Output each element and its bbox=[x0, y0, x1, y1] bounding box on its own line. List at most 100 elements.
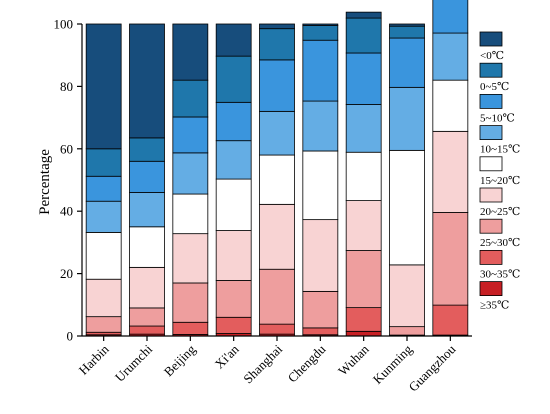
bar-segment-beijing-6 bbox=[172, 116, 209, 154]
y-axis-title: Percentage bbox=[37, 149, 53, 215]
bar-segment-shanghai-6 bbox=[259, 59, 295, 112]
legend-label: 25~30℃ bbox=[480, 237, 520, 249]
bar-group-chengdu bbox=[302, 23, 339, 337]
bar-segment-chengdu-4 bbox=[302, 150, 339, 221]
bar-segment-chengdu-8 bbox=[302, 23, 339, 26]
bar-segment-wuhan-8 bbox=[345, 11, 382, 19]
bar-segment-kunming-5 bbox=[389, 86, 425, 151]
bar-segment-guangzhou-6 bbox=[432, 0, 469, 34]
bar-segment-shanghai-5 bbox=[259, 110, 295, 156]
bar-segment-chengdu-6 bbox=[302, 39, 339, 102]
bar-segment-kunming-2 bbox=[389, 326, 425, 336]
bar-segment-xi-an-4 bbox=[215, 178, 252, 231]
legend-swatch bbox=[479, 31, 503, 47]
legend-swatch bbox=[479, 156, 503, 172]
legend-swatch bbox=[479, 249, 503, 265]
legend-label: <0℃ bbox=[480, 50, 504, 62]
bar-segment-chengdu-3 bbox=[302, 219, 339, 292]
y-tick-label: 40 bbox=[60, 204, 73, 219]
legend-item-6: 25~30℃ bbox=[479, 218, 520, 249]
bar-segment-beijing-1 bbox=[172, 321, 209, 335]
bar-segment-xi-an-7 bbox=[215, 55, 252, 103]
legend-item-8: ≥35℃ bbox=[479, 281, 509, 312]
legend-swatch bbox=[479, 218, 503, 234]
legend-item-0: <0℃ bbox=[479, 31, 504, 62]
bar-group-beijing bbox=[172, 23, 209, 337]
bar-group-xi-an bbox=[215, 23, 252, 337]
bar-segment-guangzhou-1 bbox=[432, 304, 469, 336]
bar-segment-guangzhou-2 bbox=[432, 212, 469, 306]
x-tick-label-urumchi: Urumchi bbox=[112, 341, 156, 385]
x-tick-label-xi-an: Xi'an bbox=[212, 341, 242, 371]
bar-segment-kunming-7 bbox=[389, 25, 425, 39]
y-tick-label: 100 bbox=[54, 17, 74, 32]
bar-segment-shanghai-1 bbox=[259, 323, 295, 335]
y-tick-label: 0 bbox=[67, 329, 74, 344]
legend: <0℃ 0~5℃ 5~10℃ 10~15℃ 15~20℃ 20~25℃ 25~30℃ 30~3… bbox=[479, 31, 520, 312]
legend-swatch bbox=[479, 94, 503, 109]
bar-segment-shanghai-7 bbox=[259, 28, 295, 61]
bar-segment-wuhan-6 bbox=[345, 52, 382, 105]
legend-item-3: 10~15℃ bbox=[479, 125, 520, 156]
x-tick-label-shanghai: Shanghai bbox=[240, 341, 285, 386]
legend-swatch bbox=[479, 187, 503, 203]
bar-segment-wuhan-4 bbox=[345, 151, 382, 201]
bar-segment-shanghai-2 bbox=[259, 268, 295, 325]
bar-segment-xi-an-5 bbox=[215, 140, 252, 180]
y-tick-label: 20 bbox=[60, 266, 73, 281]
legend-item-1: 0~5℃ bbox=[479, 62, 509, 93]
bar-segment-xi-an-2 bbox=[215, 280, 252, 318]
bar-segment-xi-an-8 bbox=[215, 23, 252, 57]
bar-segment-chengdu-1 bbox=[302, 327, 339, 336]
bar-segment-urumchi-5 bbox=[129, 192, 165, 228]
legend-item-5: 20~25℃ bbox=[479, 187, 520, 218]
bar-group-guangzhou bbox=[432, 0, 469, 337]
bar-segment-wuhan-5 bbox=[345, 104, 382, 153]
legend-label: 10~15℃ bbox=[480, 144, 520, 156]
bar-segment-harbin-7 bbox=[85, 148, 122, 177]
bar-segment-wuhan-3 bbox=[345, 200, 382, 251]
bar-segment-harbin-3 bbox=[85, 278, 122, 318]
legend-label: ≥35℃ bbox=[480, 300, 509, 312]
bar-segment-beijing-2 bbox=[172, 282, 209, 323]
bar-segment-urumchi-8 bbox=[129, 23, 165, 139]
legend-label: 0~5℃ bbox=[480, 81, 509, 93]
bar-segment-harbin-5 bbox=[85, 200, 122, 233]
legend-swatch bbox=[479, 62, 503, 78]
legend-swatch bbox=[479, 125, 503, 140]
y-tick-label: 80 bbox=[60, 79, 73, 94]
legend-label: 30~35℃ bbox=[480, 268, 520, 280]
bar-segment-urumchi-7 bbox=[129, 137, 165, 162]
bar-segment-urumchi-1 bbox=[129, 325, 165, 335]
bar-segment-urumchi-4 bbox=[129, 226, 165, 268]
legend-swatch bbox=[479, 281, 503, 297]
x-tick-label-guangzhou: Guangzhou bbox=[405, 341, 458, 394]
bar-segment-harbin-8 bbox=[85, 23, 122, 150]
legend-label: 20~25℃ bbox=[480, 206, 520, 218]
bar-segment-xi-an-1 bbox=[215, 316, 252, 334]
x-tick-label-harbin: Harbin bbox=[76, 341, 112, 377]
legend-item-2: 5~10℃ bbox=[479, 94, 515, 124]
bar-segment-beijing-7 bbox=[172, 79, 209, 118]
bar-segment-guangzhou-3 bbox=[432, 130, 469, 213]
bar-segment-urumchi-3 bbox=[129, 266, 165, 309]
bar-segment-shanghai-4 bbox=[259, 154, 295, 205]
bar-segment-kunming-4 bbox=[389, 149, 425, 266]
bar-group-shanghai bbox=[259, 23, 295, 337]
bar-segment-guangzhou-5 bbox=[432, 32, 469, 81]
bar-segment-kunming-8 bbox=[389, 23, 425, 27]
bar-segment-kunming-3 bbox=[389, 264, 425, 328]
bar-segment-wuhan-7 bbox=[345, 17, 382, 54]
bar-segment-harbin-4 bbox=[85, 232, 122, 280]
x-tick-label-wuhan: Wuhan bbox=[335, 341, 372, 378]
bar-segment-urumchi-6 bbox=[129, 160, 165, 193]
bar-segment-shanghai-3 bbox=[259, 203, 295, 270]
bar-segment-beijing-5 bbox=[172, 152, 209, 195]
bars-layer bbox=[85, 0, 469, 337]
legend-label: 15~20℃ bbox=[480, 175, 520, 187]
bar-group-wuhan bbox=[345, 11, 382, 337]
y-tick-label: 60 bbox=[60, 141, 73, 156]
x-tick-label-beijing: Beijing bbox=[161, 341, 199, 379]
bar-segment-wuhan-1 bbox=[345, 307, 382, 332]
bar-group-kunming bbox=[389, 23, 425, 337]
